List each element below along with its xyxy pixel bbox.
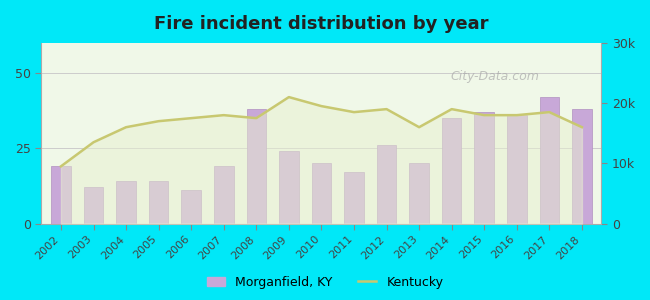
Bar bbox=[51, 166, 71, 224]
Bar bbox=[410, 163, 429, 224]
Legend: Morganfield, KY, Kentucky: Morganfield, KY, Kentucky bbox=[202, 271, 448, 294]
Text: City-Data.com: City-Data.com bbox=[450, 70, 539, 83]
Bar bbox=[181, 190, 201, 224]
Bar bbox=[442, 118, 462, 224]
Title: Fire incident distribution by year: Fire incident distribution by year bbox=[154, 15, 489, 33]
Bar bbox=[84, 188, 103, 224]
Bar bbox=[311, 163, 332, 224]
Bar bbox=[279, 151, 298, 224]
Bar bbox=[246, 109, 266, 224]
Bar bbox=[507, 115, 526, 224]
Bar bbox=[214, 166, 233, 224]
Bar bbox=[474, 112, 494, 224]
Bar bbox=[149, 182, 168, 224]
Bar bbox=[572, 109, 592, 224]
Bar bbox=[377, 145, 396, 224]
Bar bbox=[116, 182, 136, 224]
Bar bbox=[344, 172, 364, 224]
Bar bbox=[540, 97, 559, 224]
